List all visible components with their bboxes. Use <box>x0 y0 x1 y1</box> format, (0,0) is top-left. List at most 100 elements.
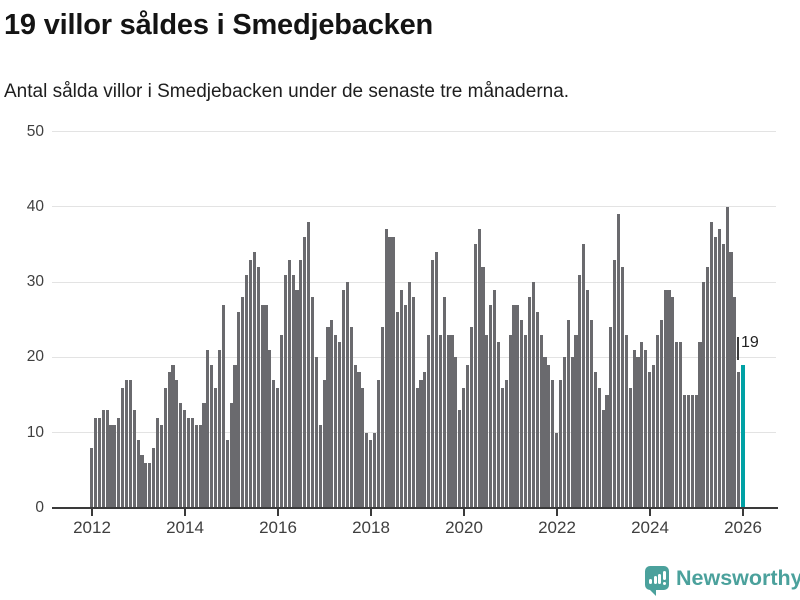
bar <box>702 282 706 508</box>
bar <box>574 334 578 508</box>
bar <box>113 425 117 508</box>
bar <box>124 380 129 508</box>
bar <box>570 357 574 508</box>
y-tick-label: 10 <box>26 423 44 441</box>
bar <box>117 417 121 508</box>
bar <box>206 349 210 508</box>
bar <box>109 425 113 508</box>
bar <box>485 334 489 508</box>
bar <box>427 334 431 508</box>
x-tick <box>556 509 558 516</box>
bar <box>609 327 613 508</box>
newsworthy-logo-tail <box>648 588 656 596</box>
bar <box>322 380 326 508</box>
bar <box>520 319 524 508</box>
x-tick-label: 2016 <box>259 518 297 537</box>
bar <box>376 380 380 508</box>
bar <box>733 297 737 508</box>
y-tick-label: 0 <box>35 499 44 516</box>
bar <box>555 432 559 508</box>
bar <box>423 372 427 508</box>
bar <box>717 229 721 508</box>
bar <box>365 432 369 508</box>
bar <box>551 380 555 508</box>
bar <box>698 342 702 508</box>
y-tick-label: 20 <box>26 348 44 366</box>
bar <box>148 462 152 508</box>
bar <box>648 372 652 508</box>
bar <box>667 289 671 508</box>
bar <box>190 417 194 508</box>
bar <box>326 327 330 508</box>
y-tick-label: 40 <box>26 197 44 215</box>
bar <box>613 259 617 508</box>
annotation-leader-line <box>737 337 739 360</box>
bar <box>531 282 535 508</box>
page-title: 19 villor såldes i Smedjebacken <box>4 9 434 41</box>
bar <box>434 251 439 508</box>
gridline <box>52 131 776 132</box>
bar <box>128 380 132 508</box>
bar <box>617 214 621 508</box>
bar <box>307 221 311 508</box>
bar <box>450 334 454 508</box>
bar <box>318 425 322 508</box>
bar <box>241 297 245 508</box>
x-tick <box>370 509 372 516</box>
bar <box>314 357 318 508</box>
x-axis-line <box>52 507 778 509</box>
bar <box>636 357 640 508</box>
bar <box>655 334 659 508</box>
bar <box>682 395 687 508</box>
last-value-annotation: 19 <box>741 334 759 351</box>
bar <box>442 297 446 508</box>
bar <box>283 274 287 508</box>
bar <box>628 387 632 508</box>
x-tick-label: 2022 <box>538 518 576 537</box>
bar <box>713 236 718 508</box>
newsworthy-brand-text: Newsworthy <box>676 566 800 590</box>
bar <box>121 387 125 508</box>
bar <box>237 312 241 508</box>
x-tick-label: 2024 <box>631 518 669 537</box>
bar <box>144 462 148 508</box>
bar <box>167 372 171 508</box>
bar <box>690 395 694 508</box>
bar <box>400 289 404 508</box>
x-tick <box>91 509 93 516</box>
bar <box>175 380 179 508</box>
x-tick <box>742 509 745 516</box>
bar <box>303 236 307 508</box>
bar <box>210 364 214 508</box>
bar <box>372 432 377 508</box>
bar <box>465 364 470 508</box>
bar <box>214 387 218 508</box>
bar <box>132 410 136 508</box>
bar <box>345 282 349 508</box>
bar <box>229 402 233 508</box>
bar <box>686 395 690 508</box>
x-tick <box>463 509 465 516</box>
bar <box>605 395 609 508</box>
bar <box>152 447 156 508</box>
bar <box>256 267 260 508</box>
newsworthy-logo-icon <box>645 566 669 590</box>
bar <box>725 206 729 508</box>
bar <box>338 342 342 508</box>
bar <box>334 334 338 508</box>
x-tick-label: 2026 <box>724 518 762 537</box>
bar <box>330 319 334 508</box>
bar <box>620 267 625 508</box>
gridline <box>52 281 776 283</box>
bar <box>624 334 628 508</box>
x-tick-label: 2012 <box>73 518 111 537</box>
bar <box>194 425 198 508</box>
bar <box>299 259 303 508</box>
bar <box>493 289 497 508</box>
bar <box>489 304 493 508</box>
bar <box>272 380 276 508</box>
chart-subtitle: Antal sålda villor i Smedjebacken under … <box>4 81 570 102</box>
bar <box>446 334 450 508</box>
y-tick-label: 30 <box>26 273 44 291</box>
bar <box>663 289 667 508</box>
